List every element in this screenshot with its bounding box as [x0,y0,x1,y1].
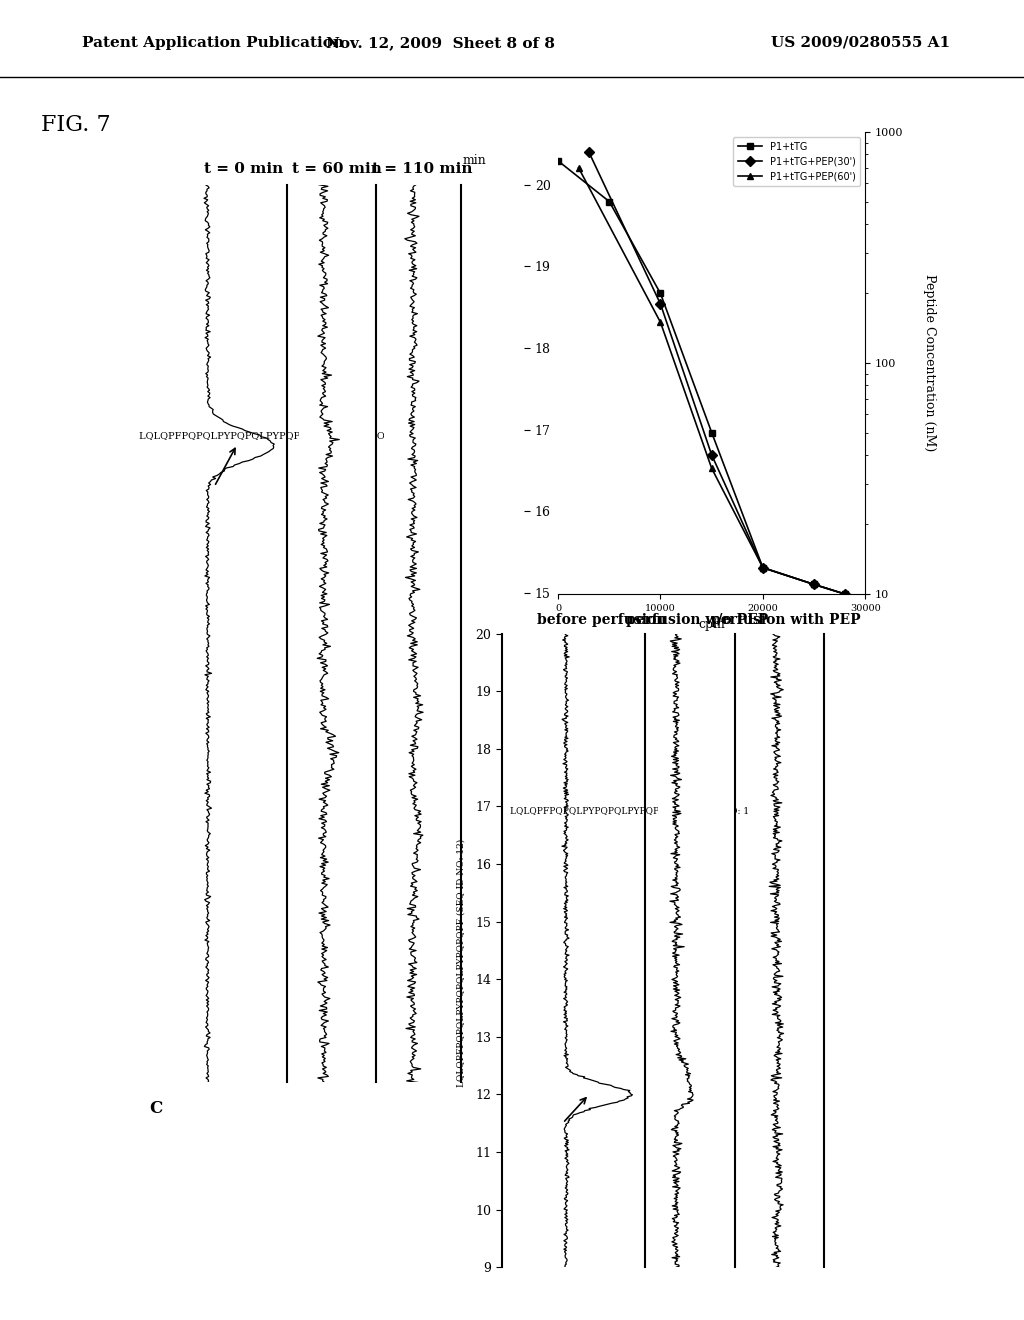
Text: before perfusion: before perfusion [537,614,667,627]
Y-axis label: Peptide Concentration (nM): Peptide Concentration (nM) [923,275,936,451]
Text: t = 110 min: t = 110 min [372,162,473,176]
Text: C: C [150,1101,163,1117]
Line: P1+tTG+PEP(30'): P1+tTG+PEP(30') [586,148,848,598]
Legend: P1+tTG, P1+tTG+PEP(30'), P1+tTG+PEP(60'): P1+tTG, P1+tTG+PEP(30'), P1+tTG+PEP(60') [733,137,860,186]
Text: FIG. 7: FIG. 7 [41,115,111,136]
Text: perfusion w/o PEP: perfusion w/o PEP [626,614,768,627]
P1+tTG [706,425,718,441]
Line: P1+tTG+PEP(60'): P1+tTG+PEP(60') [575,164,848,598]
P1+tTG+PEP(30') [839,586,851,602]
P1+tTG+PEP(30') [654,296,667,312]
P1+tTG+PEP(30') [757,560,769,576]
P1+tTG [808,577,820,593]
P1+tTG+PEP(60') [839,586,851,602]
Text: t = 60 min: t = 60 min [293,162,382,176]
Text: perfusion with PEP: perfusion with PEP [711,614,861,627]
Text: Patent Application Publication: Patent Application Publication [82,36,344,50]
Text: LQLQPFPQPQLPYPQPQLPYPQPQPF (SEQ ID NO: 12): LQLQPFPQPQLPYPQPQLPYPQPQPF (SEQ ID NO: 1… [139,432,408,441]
P1+tTG [603,194,615,210]
Text: t = 0 min: t = 0 min [204,162,283,176]
P1+tTG+PEP(60') [757,560,769,576]
X-axis label: cpm: cpm [698,618,725,631]
Text: Nov. 12, 2009  Sheet 8 of 8: Nov. 12, 2009 Sheet 8 of 8 [326,36,555,50]
P1+tTG+PEP(60') [572,160,585,176]
P1+tTG+PEP(60') [654,314,667,330]
P1+tTG+PEP(30') [583,144,595,160]
Line: P1+tTG: P1+tTG [555,157,848,598]
Text: US 2009/0280555 A1: US 2009/0280555 A1 [771,36,949,50]
P1+tTG+PEP(30') [808,577,820,593]
P1+tTG [552,153,564,169]
Text: LQLQPFPQPQLPYPQPQLPYPQPQPF (SEQ ID NO: 12): LQLQPFPQPQLPYPQPQLPYPQPQPF (SEQ ID NO: 1… [457,840,465,1088]
P1+tTG [654,285,667,301]
P1+tTG+PEP(60') [808,577,820,593]
P1+tTG [839,586,851,602]
P1+tTG+PEP(30') [706,447,718,463]
P1+tTG [757,560,769,576]
Text: LQLQPFPQPQLPYPQPQLPYPQPQPF (SEQ ID NO: 12): LQLQPFPQPQLPYPQPQLPYPQPQPF (SEQ ID NO: 1… [510,807,759,816]
Text: min: min [463,154,486,166]
P1+tTG+PEP(60') [706,461,718,477]
